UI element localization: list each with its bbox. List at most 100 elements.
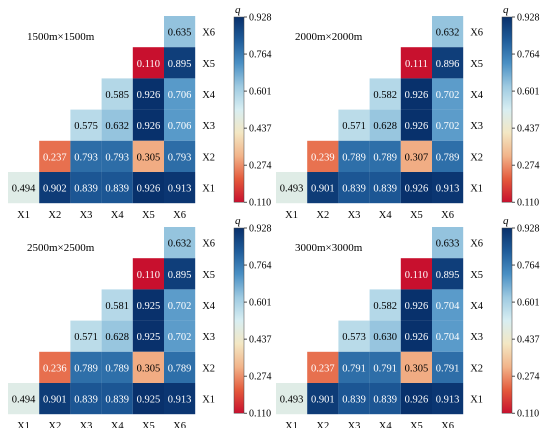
cell-value-label: 0.702 [168,301,192,312]
row-tick-label: X5 [202,270,215,281]
heatmap-cell [164,383,196,415]
row-tick-label: X1 [202,184,215,195]
cell-value-label: 0.706 [168,90,192,101]
row-tick-label: X3 [202,121,215,132]
heatmap-cell [307,383,339,415]
heatmap-cell [70,172,102,204]
colorbar-tick-label: 0.928 [249,13,272,24]
colorbar-tick-label: 0.437 [517,335,540,346]
row-tick-label: X3 [470,121,483,132]
heatmap-cell [39,383,71,415]
row-tick-label: X3 [470,332,483,343]
colorbar-tick-label: 0.274 [249,161,272,172]
heatmap-cell [432,109,464,141]
heatmap-cell [400,109,432,141]
cell-value-label: 0.839 [74,184,98,195]
heatmap-cell [369,383,401,415]
col-tick-label: X6 [173,210,186,221]
heatmap-cell [101,351,133,383]
cell-value-label: 0.493 [280,184,304,195]
row-tick-label: X4 [202,301,216,312]
cell-value-label: 0.575 [74,121,98,132]
heatmap-cell [432,320,464,352]
heatmap-cell [132,140,164,172]
heatmap-cell [432,78,464,110]
heatmap-panel-4: 3000m×3000m 0.633 0.110 0.895 0.582 0.926 0.70… [276,215,540,428]
cell-value-label: 0.702 [436,90,460,101]
col-tick-label: X5 [410,421,423,428]
cell-value-label: 0.913 [168,184,192,195]
colorbar-tick-label: 0.110 [249,409,271,420]
cell-value-label: 0.110 [137,270,160,281]
row-tick-label: X1 [202,395,215,406]
heatmap-cell [132,172,164,204]
col-tick-label: X3 [80,210,93,221]
colorbar-tick-label: 0.274 [249,372,272,383]
cell-value-label: 0.111 [405,59,428,70]
colorbar [501,227,513,414]
heatmap-cell [307,140,339,172]
colorbar [233,16,245,203]
heatmap-cell [132,320,164,352]
cell-value-label: 0.839 [373,184,397,195]
panel-title: 2000m×2000m [295,31,363,43]
cell-value-label: 0.901 [311,184,335,195]
row-tick-label: X2 [202,152,215,163]
cell-value-label: 0.494 [12,184,36,195]
heatmap-cell [101,172,133,204]
col-tick-label: X4 [111,210,125,221]
cell-value-label: 0.913 [436,395,460,406]
cell-value-label: 0.110 [137,59,160,70]
cell-value-label: 0.926 [137,90,161,101]
cell-value-label: 0.926 [405,395,429,406]
cell-value-label: 0.791 [373,363,397,374]
heatmap-cell [164,140,196,172]
colorbar-tick-label: 0.437 [249,335,272,346]
col-tick-label: X2 [316,210,329,221]
colorbar-label: q [503,215,509,227]
heatmap-cell [400,47,432,79]
heatmap-cell [101,383,133,415]
heatmap-cell [432,16,464,48]
heatmap-cell [369,289,401,321]
cell-value-label: 0.628 [373,121,397,132]
heatmap-cell [432,227,464,259]
row-tick-label: X6 [202,28,215,39]
heatmap-cell [70,383,102,415]
col-tick-label: X4 [111,421,125,428]
heatmap-cell [132,351,164,383]
row-tick-label: X4 [470,90,484,101]
cell-value-label: 0.925 [137,332,161,343]
heatmap-cell [164,351,196,383]
colorbar-tick-label: 0.437 [517,124,540,135]
heatmap-cell [369,78,401,110]
colorbar-tick-label: 0.764 [249,261,272,272]
cell-value-label: 0.895 [168,270,192,281]
cell-value-label: 0.110 [405,270,428,281]
cell-value-label: 0.628 [105,332,129,343]
cell-value-label: 0.789 [373,152,397,163]
heatmap-cell [400,320,432,352]
cell-value-label: 0.793 [168,152,192,163]
heatmap-cell [132,383,164,415]
heatmap-cell [400,383,432,415]
row-tick-label: X6 [470,28,483,39]
heatmap-cell [8,172,40,204]
cell-value-label: 0.791 [436,363,460,374]
heatmap-cell [70,109,102,141]
colorbar-tick-label: 0.928 [517,224,540,235]
cell-value-label: 0.237 [43,152,67,163]
col-tick-label: X1 [285,421,298,428]
cell-value-label: 0.573 [342,332,366,343]
row-tick-label: X5 [470,270,483,281]
cell-value-label: 0.925 [137,395,161,406]
heatmap-cell [369,172,401,204]
cell-value-label: 0.632 [168,239,192,250]
cell-value-label: 0.237 [311,363,335,374]
cell-value-label: 0.581 [105,301,129,312]
row-tick-label: X1 [470,395,483,406]
heatmap-cell [132,258,164,290]
colorbar-tick-label: 0.274 [517,161,540,172]
cell-value-label: 0.895 [168,59,192,70]
cell-value-label: 0.793 [74,152,98,163]
